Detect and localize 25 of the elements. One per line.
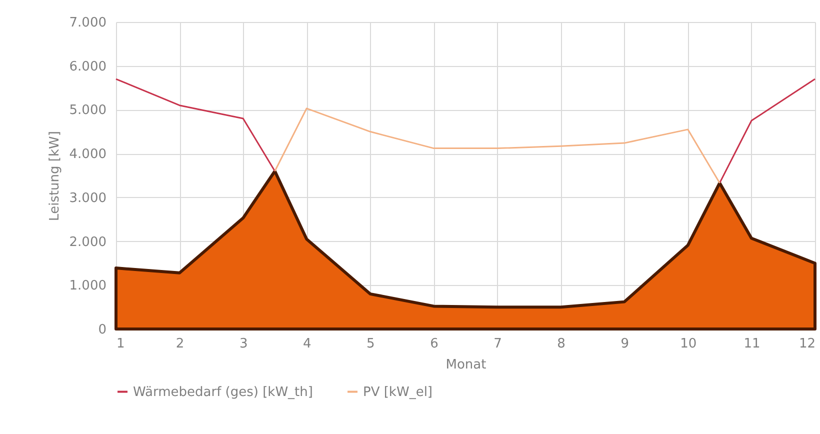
line-series: [274, 108, 720, 184]
x-tick-label: 1: [116, 336, 125, 352]
y-tick-label: 1.000: [69, 278, 106, 294]
y-axis-title: Leistung [kW]: [47, 131, 62, 221]
y-tick-label: 6.000: [69, 59, 106, 74]
x-tick-label: 6: [430, 336, 438, 352]
x-tick-label: 8: [557, 336, 566, 352]
y-tick-label: 4.000: [69, 147, 106, 162]
x-tick-label: 7: [494, 336, 502, 352]
x-tick-label: 4: [302, 336, 312, 352]
x-tick-label: 12: [798, 336, 816, 352]
y-tick-label: 3.000: [69, 190, 106, 206]
legend-label: PV [kW_el]: [363, 384, 433, 400]
x-tick-label: 2: [176, 336, 184, 352]
x-tick-label: 11: [744, 336, 760, 352]
y-tick-label: 0: [98, 322, 106, 338]
y-tick-label: 2.000: [69, 234, 106, 250]
x-tick-label: 5: [366, 336, 375, 352]
legend-label: Wärmebedarf (ges) [kW_th]: [133, 384, 313, 400]
y-tick-label: 5.000: [69, 103, 106, 118]
x-axis-title: Monat: [446, 358, 486, 372]
x-tick-label: 10: [680, 336, 697, 352]
y-tick-label: 7.000: [69, 16, 106, 30]
x-tick-label: 9: [620, 336, 630, 352]
x-tick-label: 3: [239, 336, 248, 352]
